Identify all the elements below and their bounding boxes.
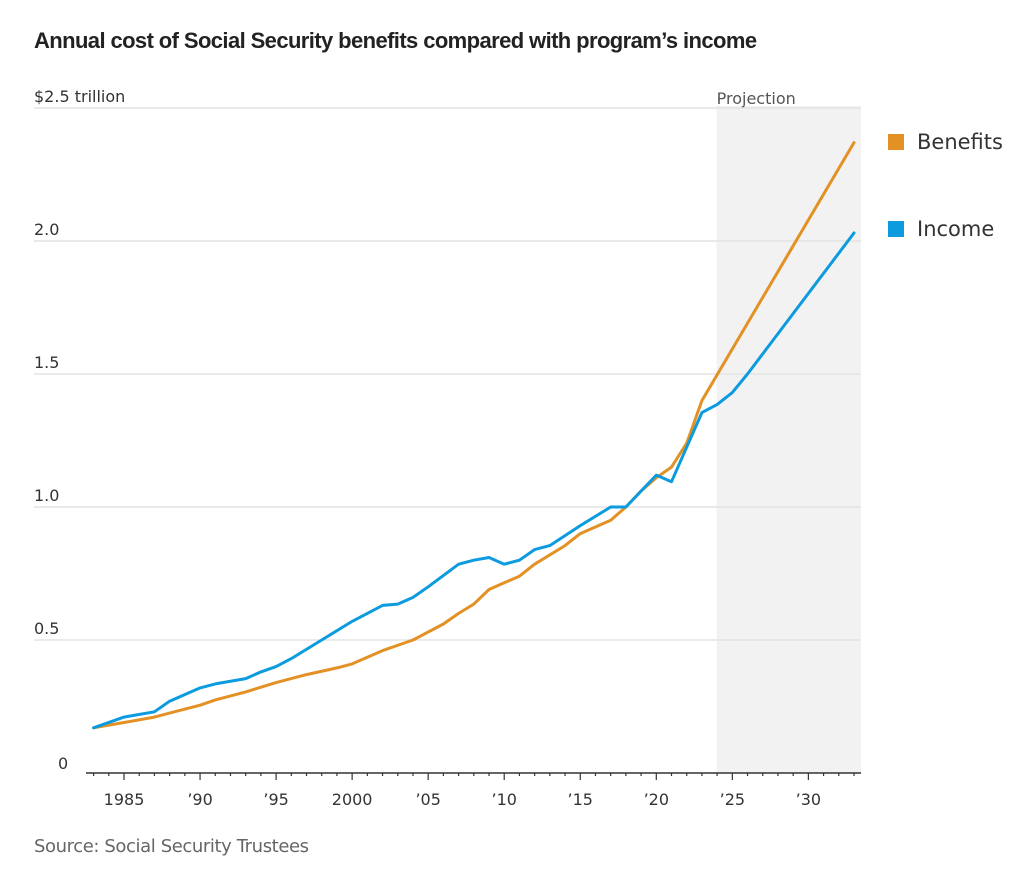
y-tick-label: 0: [58, 754, 68, 773]
x-tick-label: ’20: [644, 790, 669, 809]
series-line-income: [92, 231, 856, 730]
legend-item-benefits: Benefits: [888, 130, 1003, 154]
legend-swatch-income: [888, 221, 904, 237]
y-tick-label: $2.5 trillion: [34, 87, 125, 106]
legend-label-income: Income: [917, 217, 995, 241]
x-tick-label: ’30: [796, 790, 821, 809]
x-tick-label: ’10: [491, 790, 516, 809]
legend-item-income: Income: [888, 217, 994, 241]
x-tick-label: ’95: [263, 790, 288, 809]
y-tick-label: 2.0: [34, 220, 59, 239]
legend-swatch-benefits: [888, 134, 904, 150]
source-note: Source: Social Security Trustees: [34, 836, 309, 857]
x-tick-label: 2000: [332, 790, 373, 809]
x-tick-label: 1985: [104, 790, 145, 809]
chart-title: Annual cost of Social Security benefits …: [34, 28, 757, 53]
x-tick-label: ’90: [187, 790, 212, 809]
x-tick-label: ’25: [720, 790, 745, 809]
projection-shading: [716, 106, 861, 773]
projection-label: Projection: [717, 89, 796, 108]
x-tick-label: ’15: [568, 790, 593, 809]
y-tick-label: 1.0: [34, 486, 59, 505]
y-tick-label: 1.5: [34, 353, 59, 372]
y-tick-label: 0.5: [34, 619, 59, 638]
legend-label-benefits: Benefits: [917, 130, 1003, 154]
x-tick-label: ’05: [415, 790, 440, 809]
